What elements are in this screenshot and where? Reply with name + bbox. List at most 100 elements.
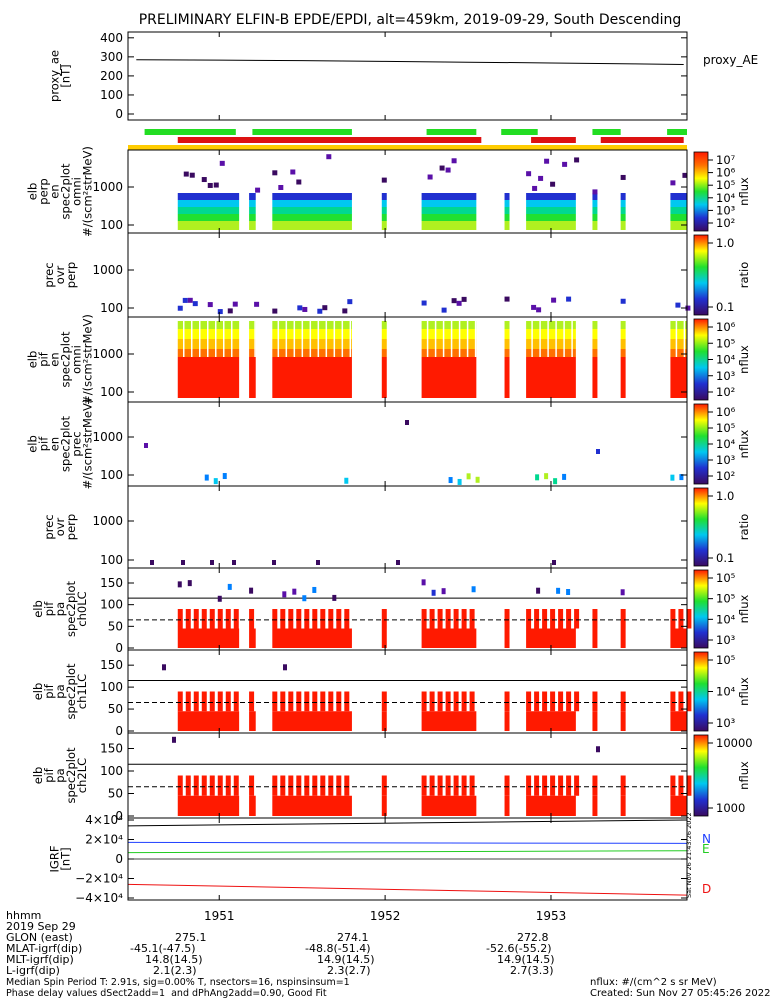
ylabel-line: en [48,437,62,451]
band-rect [272,207,352,214]
ytick-label: 150 [100,742,123,756]
pa-column [566,775,572,796]
colorbar-strip [693,151,709,232]
pa-speck [312,586,317,593]
igrf-legend-D: D [702,882,711,896]
pa-fill [526,628,576,648]
ratio-pixel [181,560,185,565]
ion-prec-pixel [213,478,218,485]
ion-band [381,349,387,357]
pa-column [304,691,310,712]
ylabel-line: omni [70,177,84,206]
pa-fill [592,711,598,731]
ylabel-line: spec2plot [64,747,78,804]
pa-column [686,609,692,629]
ylabel-line: pif [37,436,51,451]
ion-band [249,321,256,329]
colorbar-tick-label: 10⁴ [716,685,736,699]
pa-column [469,775,475,796]
ylabel-line: en [48,184,62,198]
ylabel-line: prec [70,431,84,456]
ylabel-line: en [48,352,62,366]
colorbar-tick-label: 10⁴ [716,437,736,451]
pa-column [233,609,239,629]
ion-band [592,329,598,339]
band-rect [620,200,626,207]
ion-band [592,339,598,349]
ratio-pixel [347,299,353,305]
igrf-yticks: 4×10⁴ 2×10⁴ 0 −2×10⁴ −4×10⁴ [75,813,687,905]
colorbar-tick-label: 10³ [716,369,736,383]
pa-column [288,775,294,796]
ylabel-line: ch2LC [75,758,89,793]
pa-column [686,775,692,796]
proxy-ae-frame [127,31,688,121]
pa-column [209,609,215,629]
status-green-segment [144,129,236,135]
ion-band [670,339,687,349]
pa-column [193,775,199,796]
pa-fill [272,628,352,648]
pa-fill [526,711,576,731]
colorbar-tick-label: 10³ [716,203,736,217]
ion-band [526,329,576,339]
band-rect [670,193,687,200]
pa-column [461,609,467,629]
ion-band [272,339,352,349]
band-rect [526,193,576,200]
colorbar-tick-label: 1.0 [716,489,734,503]
band-rect [249,221,256,230]
ytick-label: 100 [100,764,123,778]
pa-column [209,691,215,712]
pa-column [574,775,580,796]
pa-speck [302,595,307,602]
status-red-segment [531,137,576,143]
pa-speck [566,589,571,596]
pa-column [566,691,572,712]
proxy-ae-line [136,59,684,65]
ylabel-line: elb [31,600,45,618]
ion-band [504,349,510,357]
pa-fill [381,628,387,648]
ion-band [249,329,256,339]
pa-fill [249,711,256,731]
pa-fill [592,628,598,648]
ratio-pixel [685,305,691,311]
band-rect [620,207,626,214]
ytick-label: 50 [108,787,123,801]
ratio-pixel [272,560,276,565]
colorbar-tick-label: 10⁶ [716,320,736,334]
ylabel-line: pif [42,767,56,782]
pa-fill [670,795,687,816]
pa-column [328,775,334,796]
ion-band [381,339,387,349]
ylabel-line: elb [26,183,40,201]
ion-band [526,321,576,329]
speck [272,170,278,176]
ytick-label: 300 [100,50,123,64]
colorbar-label: nflux [737,761,751,790]
pa-speck [431,589,436,596]
pa-column [272,691,278,712]
ytick-label: 100 [100,301,123,315]
ylabel-line: pif [37,351,51,366]
colorbar-tick-label: 10⁶ [716,166,736,180]
pa-column [437,609,443,629]
pa-column [453,691,459,712]
pa-column [534,691,540,712]
band-rect [592,221,598,230]
ytick-label: 50 [108,619,123,633]
ratio-pixel [232,560,236,565]
speck [439,165,445,171]
pa-column [461,775,467,796]
speck [538,175,544,181]
pa-speck [441,588,446,595]
band-rect [249,200,256,207]
ytick-label: 0 [115,107,123,121]
ytick-label: 100 [100,553,123,567]
pa-column [574,609,580,629]
